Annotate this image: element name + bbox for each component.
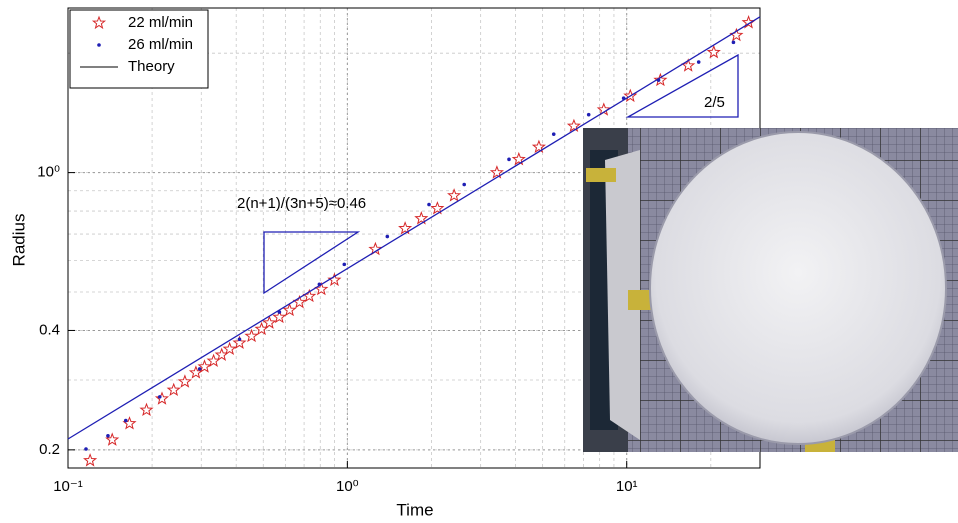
- star-marker: [188, 365, 203, 379]
- star-marker: [262, 315, 277, 329]
- dot-marker: [696, 60, 701, 64]
- dot-marker: [97, 43, 101, 47]
- dot-marker: [342, 262, 347, 267]
- dot-marker: [551, 132, 556, 136]
- legend: [69, 9, 209, 89]
- dot-marker: [586, 112, 591, 117]
- star-marker: [327, 272, 342, 287]
- y-tick-label: 0.2: [39, 441, 60, 458]
- star-marker: [430, 201, 445, 215]
- star-marker: [154, 391, 170, 405]
- x-axis-label: Time: [396, 500, 433, 519]
- star-marker: [232, 335, 247, 349]
- y-axis-label: Radius: [9, 214, 28, 267]
- star-marker: [197, 359, 212, 373]
- star-marker: [511, 151, 526, 166]
- star-marker: [139, 402, 154, 417]
- annotation: 2(n+1)/(3n+5)≈0.46: [237, 195, 366, 212]
- dot-marker: [157, 395, 162, 399]
- dot-marker: [237, 337, 242, 342]
- star-marker: [166, 382, 181, 397]
- x-tick-label: 10¹: [616, 478, 638, 495]
- dot-marker: [84, 447, 88, 451]
- dot-marker: [106, 433, 110, 438]
- dot-marker: [385, 234, 390, 239]
- inset-photo: [583, 128, 958, 452]
- star-marker: [177, 374, 192, 388]
- star-marker: [531, 139, 546, 154]
- star-marker: [105, 432, 120, 446]
- star-marker: [272, 309, 287, 324]
- dot-marker: [123, 418, 128, 423]
- y-tick-label: 10⁰: [37, 164, 60, 181]
- star-marker: [398, 221, 413, 235]
- star-marker: [83, 453, 98, 467]
- dot-marker: [427, 202, 431, 207]
- legend-label: 26 ml/min: [128, 36, 193, 53]
- star-marker: [254, 321, 269, 336]
- x-tick-label: 10⁻¹: [53, 478, 83, 495]
- legend-label: 22 ml/min: [128, 14, 193, 31]
- star-marker: [447, 188, 462, 202]
- dot-marker: [507, 157, 511, 162]
- legend-label: Theory: [128, 58, 175, 75]
- slope-triangle: [263, 53, 739, 295]
- star-marker: [282, 302, 297, 317]
- x-tick-label: 10⁰: [336, 478, 359, 495]
- star-marker: [222, 341, 237, 356]
- star-marker: [706, 44, 721, 59]
- annotation: 2/5: [704, 94, 725, 111]
- star-marker: [244, 328, 259, 343]
- dot-marker: [462, 182, 467, 187]
- legend-entries: 22 ml/min 26 ml/min Theory: [80, 14, 193, 75]
- dot-marker: [197, 367, 202, 371]
- star-marker: [91, 15, 107, 30]
- star-marker: [414, 211, 429, 225]
- star-marker: [566, 118, 581, 133]
- theory-line: [67, 16, 761, 440]
- dot-marker: [731, 40, 736, 45]
- y-tick-label: 0.4: [39, 321, 60, 338]
- star-marker: [489, 165, 504, 179]
- star-marker: [653, 72, 668, 87]
